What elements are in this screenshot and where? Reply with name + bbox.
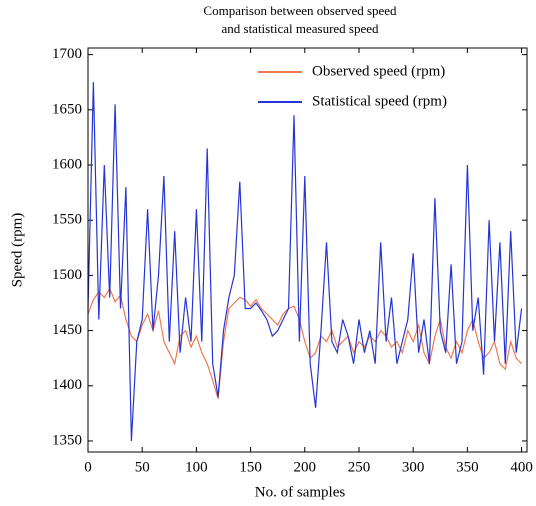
x-tick-label: 100 <box>185 459 208 475</box>
y-tick-label: 1550 <box>52 212 82 228</box>
series-line <box>87 287 523 400</box>
x-tick-label: 350 <box>456 459 479 475</box>
y-axis-label: Speed (rpm) <box>9 213 25 288</box>
chart-title: and statistical measured speed <box>221 21 379 36</box>
series-line <box>87 82 523 442</box>
x-tick-label: 250 <box>348 459 371 475</box>
x-tick-label: 150 <box>239 459 262 475</box>
y-tick-label: 1500 <box>52 267 82 283</box>
y-tick-label: 1350 <box>52 432 82 448</box>
y-tick-label: 1700 <box>52 46 82 62</box>
y-tick-label: 1450 <box>52 322 82 338</box>
x-tick-label: 300 <box>402 459 425 475</box>
x-tick-label: 200 <box>294 459 317 475</box>
legend-label: Observed speed (rpm) <box>312 63 445 79</box>
legend-label: Statistical speed (rpm) <box>312 93 447 109</box>
y-tick-label: 1600 <box>52 156 82 172</box>
x-tick-label: 0 <box>84 459 92 475</box>
plot-frame <box>87 47 528 453</box>
y-tick-label: 1650 <box>52 101 82 117</box>
y-tick-label: 1400 <box>52 377 82 393</box>
chart-title: Comparison between observed speed <box>203 3 397 18</box>
x-axis-label: No. of samples <box>255 484 346 500</box>
x-tick-label: 50 <box>135 459 150 475</box>
x-tick-label: 400 <box>510 459 533 475</box>
